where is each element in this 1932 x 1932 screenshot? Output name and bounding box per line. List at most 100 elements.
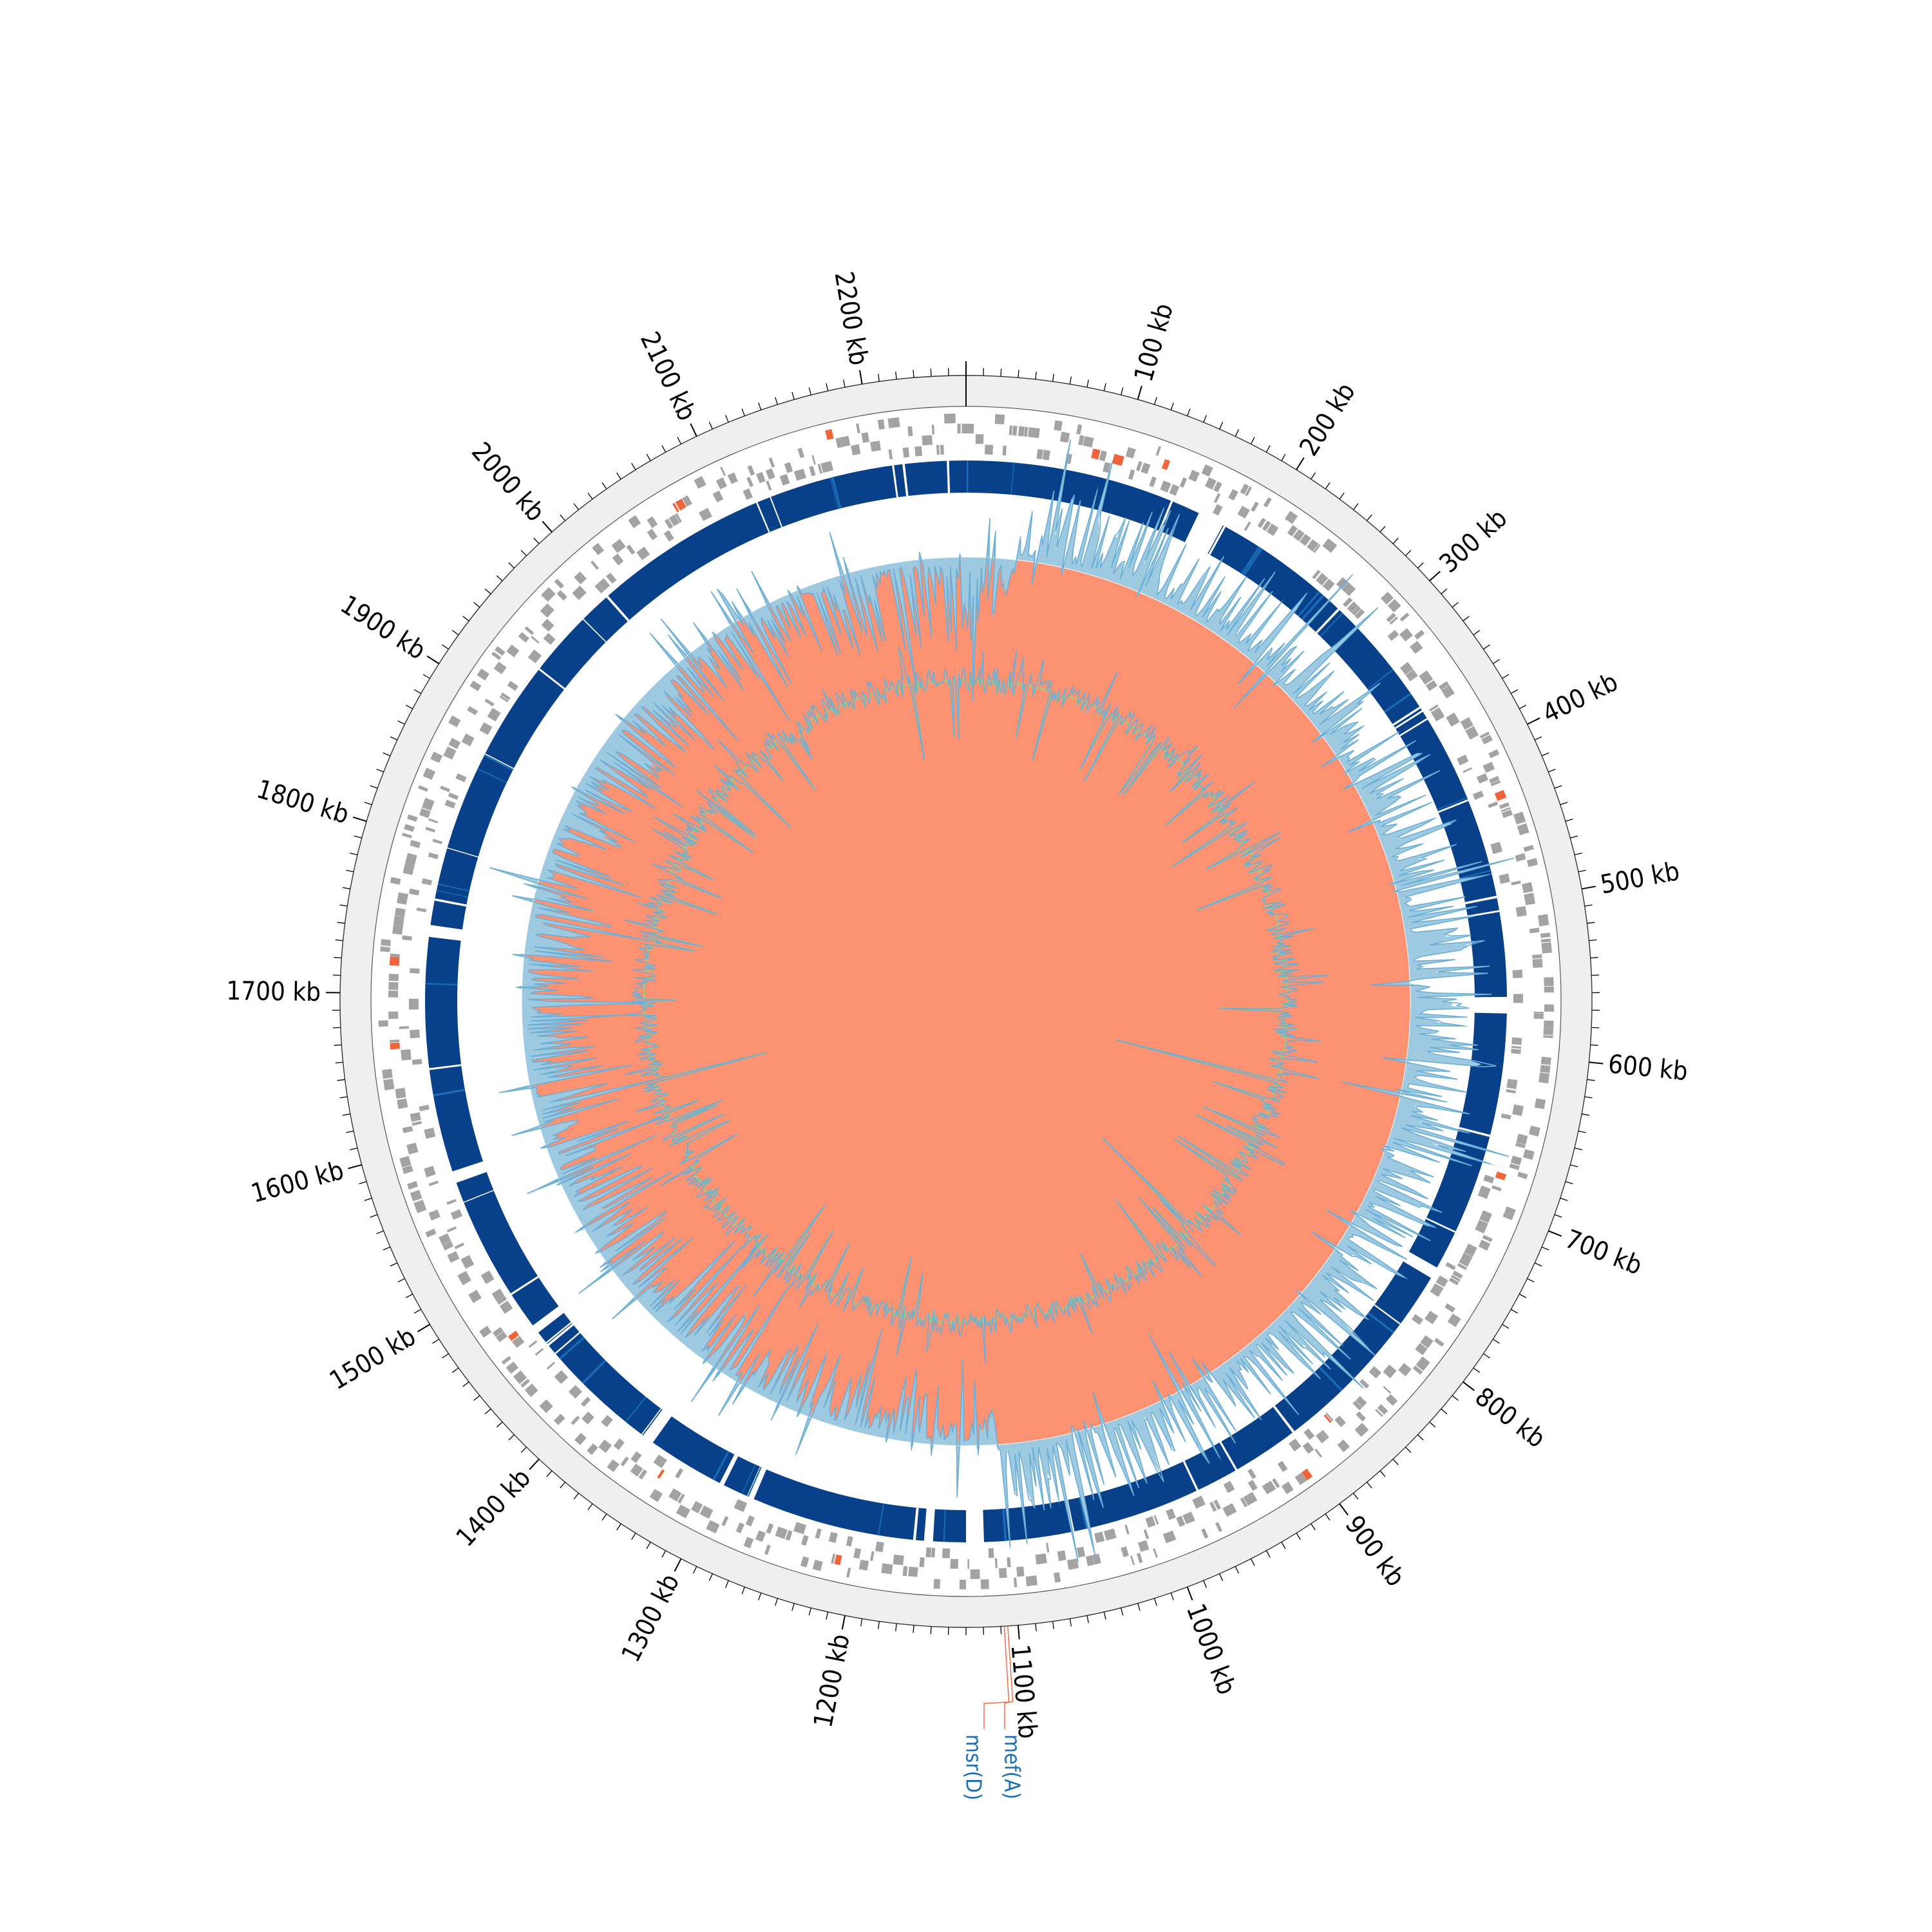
- cds-feature: [440, 785, 451, 793]
- cds-feature: [1245, 486, 1253, 497]
- minor-tick: [1582, 1113, 1590, 1116]
- blast-hit-streak: [447, 847, 478, 858]
- cds-feature: [746, 477, 753, 488]
- cds-feature: [745, 1515, 755, 1527]
- cds-feature: [933, 1578, 940, 1589]
- cds-feature: [828, 1531, 838, 1543]
- cds-feature: [1387, 599, 1401, 612]
- tick-label: 1200 kb: [808, 1632, 856, 1730]
- cds-feature: [1510, 1155, 1522, 1166]
- cds-feature: [712, 490, 724, 503]
- cds-feature: [936, 445, 940, 455]
- minor-tick: [339, 904, 348, 907]
- cds-feature: [1441, 685, 1455, 699]
- cds-feature: [1540, 933, 1551, 938]
- cds-feature: [513, 1370, 527, 1385]
- gc-content-track: [623, 647, 1329, 1363]
- cds-feature: [647, 516, 658, 528]
- gc-skew-line: [489, 439, 1515, 1562]
- cds-feature: [1263, 497, 1272, 507]
- cds-feature: [1035, 1553, 1047, 1565]
- cds-feature: [393, 915, 404, 926]
- cds-feature: [1446, 712, 1460, 727]
- blast-hit-streak: [1459, 869, 1492, 879]
- minor-tick: [616, 1523, 621, 1531]
- minor-tick: [573, 503, 580, 510]
- cds-feature: [1162, 1530, 1177, 1544]
- minor-tick: [1018, 370, 1019, 378]
- cds-feature: [1272, 1478, 1280, 1488]
- cds-feature: [409, 888, 420, 896]
- blast-hit-streak: [1241, 546, 1261, 575]
- cds-feature: [1076, 424, 1083, 435]
- blast-hit-streak: [1437, 799, 1469, 813]
- cds-feature: [1137, 1540, 1150, 1552]
- cds-feature: [1515, 906, 1527, 917]
- cds-feature: [388, 974, 399, 981]
- minor-tick: [451, 630, 459, 636]
- cds-feature: [682, 495, 692, 507]
- cds-feature: [1383, 1386, 1392, 1394]
- cds-feature: [1479, 1210, 1492, 1224]
- minor-tick: [484, 1408, 491, 1415]
- major-tick: [1463, 1381, 1475, 1391]
- blast-hit-streak: [606, 596, 630, 621]
- blast-hit-streak: [547, 1323, 574, 1346]
- blast-hit-streak: [1159, 500, 1173, 532]
- cds-feature: [450, 1209, 462, 1220]
- cds-feature: [428, 1180, 439, 1186]
- cds-feature: [647, 529, 658, 540]
- cds-feature: [543, 632, 556, 645]
- major-tick: [859, 370, 863, 384]
- minor-tick: [1187, 408, 1191, 417]
- cds-feature: [1054, 1572, 1061, 1583]
- cds-feature: [1222, 1503, 1237, 1517]
- tick-label: 1300 kb: [616, 1569, 686, 1667]
- cds-feature: [652, 1490, 663, 1502]
- blast-hit-streak: [1367, 1312, 1395, 1334]
- cds-feature: [1490, 842, 1502, 855]
- cds-feature: [1541, 942, 1552, 954]
- cds-feature: [1359, 1379, 1370, 1389]
- minor-tick: [758, 1593, 762, 1600]
- gc-content-line: [623, 647, 1329, 1363]
- tick-label: 2000 kb: [466, 437, 551, 527]
- cds-feature: [1057, 1550, 1066, 1562]
- cds-feature: [1383, 1364, 1397, 1379]
- cds-feature: [390, 876, 401, 885]
- cds-feature: [611, 538, 626, 553]
- cds-feature: [1160, 480, 1171, 493]
- cds-feature: [1522, 1149, 1535, 1160]
- minor-tick: [1560, 1197, 1568, 1201]
- cds-feature: [1356, 1396, 1367, 1408]
- cds-feature: [511, 1336, 525, 1349]
- cds-feature: [1452, 1270, 1463, 1279]
- blast-hit-block: [723, 1456, 760, 1496]
- cds-feature: [1430, 1283, 1444, 1297]
- cds-feature: [454, 1242, 464, 1249]
- cds-feature: [419, 1104, 430, 1112]
- minor-tick: [1392, 538, 1399, 544]
- cds-feature: [479, 1325, 492, 1338]
- minor-tick: [1574, 1147, 1582, 1151]
- cds-feature: [1415, 1343, 1428, 1356]
- cds-feature: [422, 797, 435, 811]
- minor-tick: [775, 397, 779, 405]
- blast-hit-streak: [741, 1464, 756, 1494]
- cds-feature: [1145, 1516, 1156, 1528]
- cds-feature: [1512, 969, 1523, 978]
- cds-feature: [1386, 612, 1396, 623]
- cds-feature: [626, 544, 636, 555]
- cds-feature: [1285, 511, 1298, 524]
- minor-tick: [359, 1181, 367, 1184]
- cds-feature: [1155, 446, 1162, 456]
- blast-hit-streak: [943, 1510, 946, 1542]
- cds-feature: [399, 1155, 412, 1168]
- cds-feature: [506, 1361, 518, 1374]
- cds-feature: [1161, 459, 1171, 470]
- cds-feature: [554, 578, 564, 589]
- minor-tick: [1086, 1615, 1089, 1624]
- minor-tick: [1587, 1079, 1595, 1081]
- cds-feature: [1213, 1499, 1221, 1510]
- cds-feature: [443, 746, 457, 760]
